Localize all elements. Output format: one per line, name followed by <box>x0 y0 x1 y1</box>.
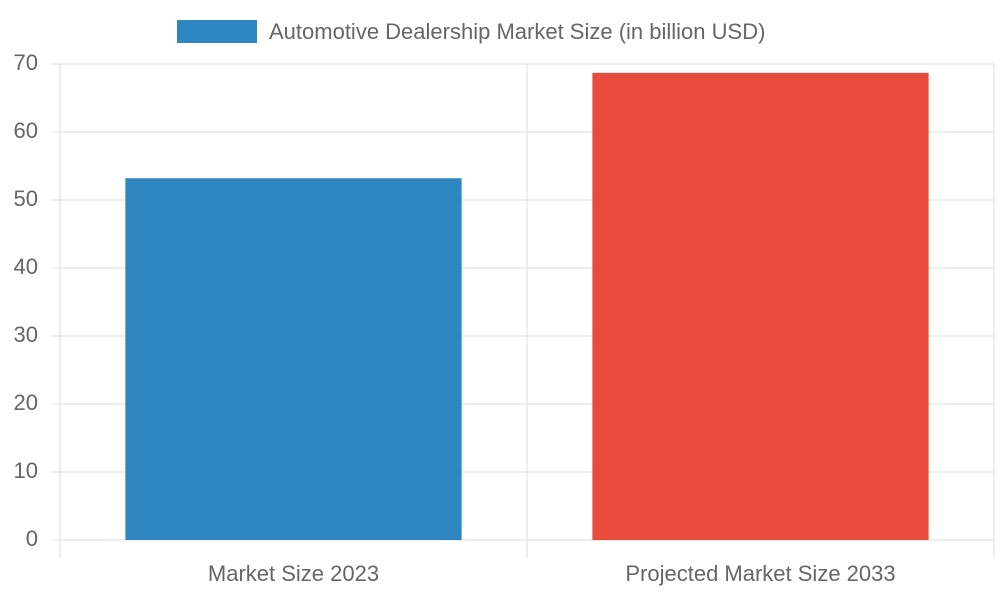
y-tick-label: 50 <box>14 186 38 211</box>
legend-label: Automotive Dealership Market Size (in bi… <box>269 19 765 44</box>
x-tick-label: Market Size 2023 <box>208 561 379 586</box>
legend-swatch <box>177 20 257 43</box>
y-tick-label: 10 <box>14 458 38 483</box>
y-tick-label: 0 <box>26 526 38 551</box>
x-tick-label: Projected Market Size 2033 <box>625 561 895 586</box>
y-tick-label: 30 <box>14 322 38 347</box>
y-tick-label: 20 <box>14 390 38 415</box>
y-tick-label: 60 <box>14 118 38 143</box>
y-tick-label: 70 <box>14 50 38 75</box>
bar <box>125 178 462 541</box>
y-tick-label: 40 <box>14 254 38 279</box>
bar <box>592 72 929 540</box>
